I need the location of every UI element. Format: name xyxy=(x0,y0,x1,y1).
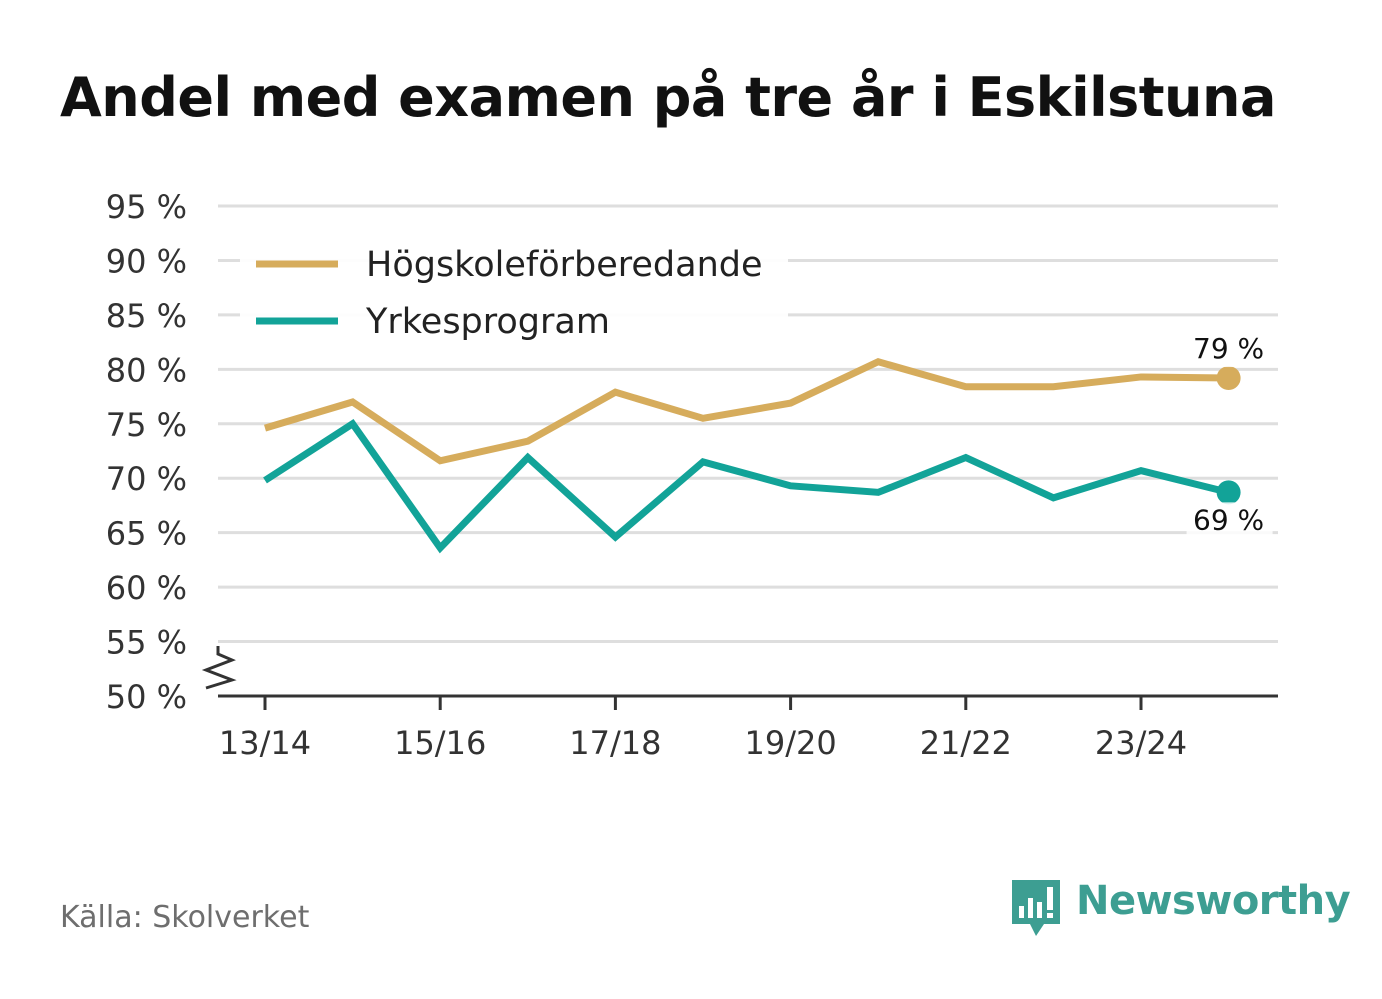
x-tick-label: 19/20 xyxy=(744,724,836,762)
y-tick-label: 75 % xyxy=(106,406,187,444)
axis-break-icon xyxy=(201,646,237,690)
y-tick-label: 55 % xyxy=(106,624,187,662)
x-tick-label: 15/16 xyxy=(394,724,486,762)
legend-label: Yrkesprogram xyxy=(365,302,610,342)
end-value-labels: 79 % 69 % xyxy=(1186,331,1273,539)
series-line xyxy=(263,419,1230,554)
x-tick-label: 17/18 xyxy=(569,724,661,762)
brand-name: Newsworthy xyxy=(1076,878,1351,924)
newsworthy-logo-icon xyxy=(1012,880,1060,936)
y-tick-label: 90 % xyxy=(106,242,187,280)
x-tick-label: 13/14 xyxy=(219,724,311,762)
series-end-point xyxy=(1216,366,1241,391)
y-tick-label: 70 % xyxy=(106,460,187,498)
end-label-background xyxy=(1186,331,1273,368)
y-tick-label: 80 % xyxy=(106,351,187,389)
x-tick-label: 21/22 xyxy=(920,724,1012,762)
y-axis-tick-labels: 50 % 55 % 60 % 65 % 70 % 75 % 80 % 85 % 90 % 95 % xyxy=(106,188,187,716)
end-value-label: 79 % xyxy=(1193,332,1264,365)
y-tick-label: 50 % xyxy=(106,678,187,716)
y-tick-label: 85 % xyxy=(106,297,187,335)
x-tick-label: 23/24 xyxy=(1095,724,1187,762)
legend-background xyxy=(240,240,788,352)
y-tick-label: 60 % xyxy=(106,569,187,607)
brand-badge: Newsworthy xyxy=(1010,878,1351,940)
series-line xyxy=(263,357,1229,465)
chart-title: Andel med examen på tre år i Eskilstuna xyxy=(60,66,1276,129)
end-label-background xyxy=(1186,502,1273,539)
series-end-point xyxy=(1216,480,1241,505)
y-tick-label: 95 % xyxy=(106,188,187,226)
legend-label: Högskoleförberedande xyxy=(366,245,763,285)
x-axis: 13/14 15/16 17/18 19/20 21/22 23/24 xyxy=(201,646,1278,762)
y-tick-label: 65 % xyxy=(106,515,187,553)
source-credit: Källa: Skolverket xyxy=(60,900,310,935)
end-value-label: 69 % xyxy=(1193,503,1264,536)
series-lines xyxy=(263,357,1241,554)
legend: Högskoleförberedande Yrkesprogram xyxy=(240,240,788,352)
